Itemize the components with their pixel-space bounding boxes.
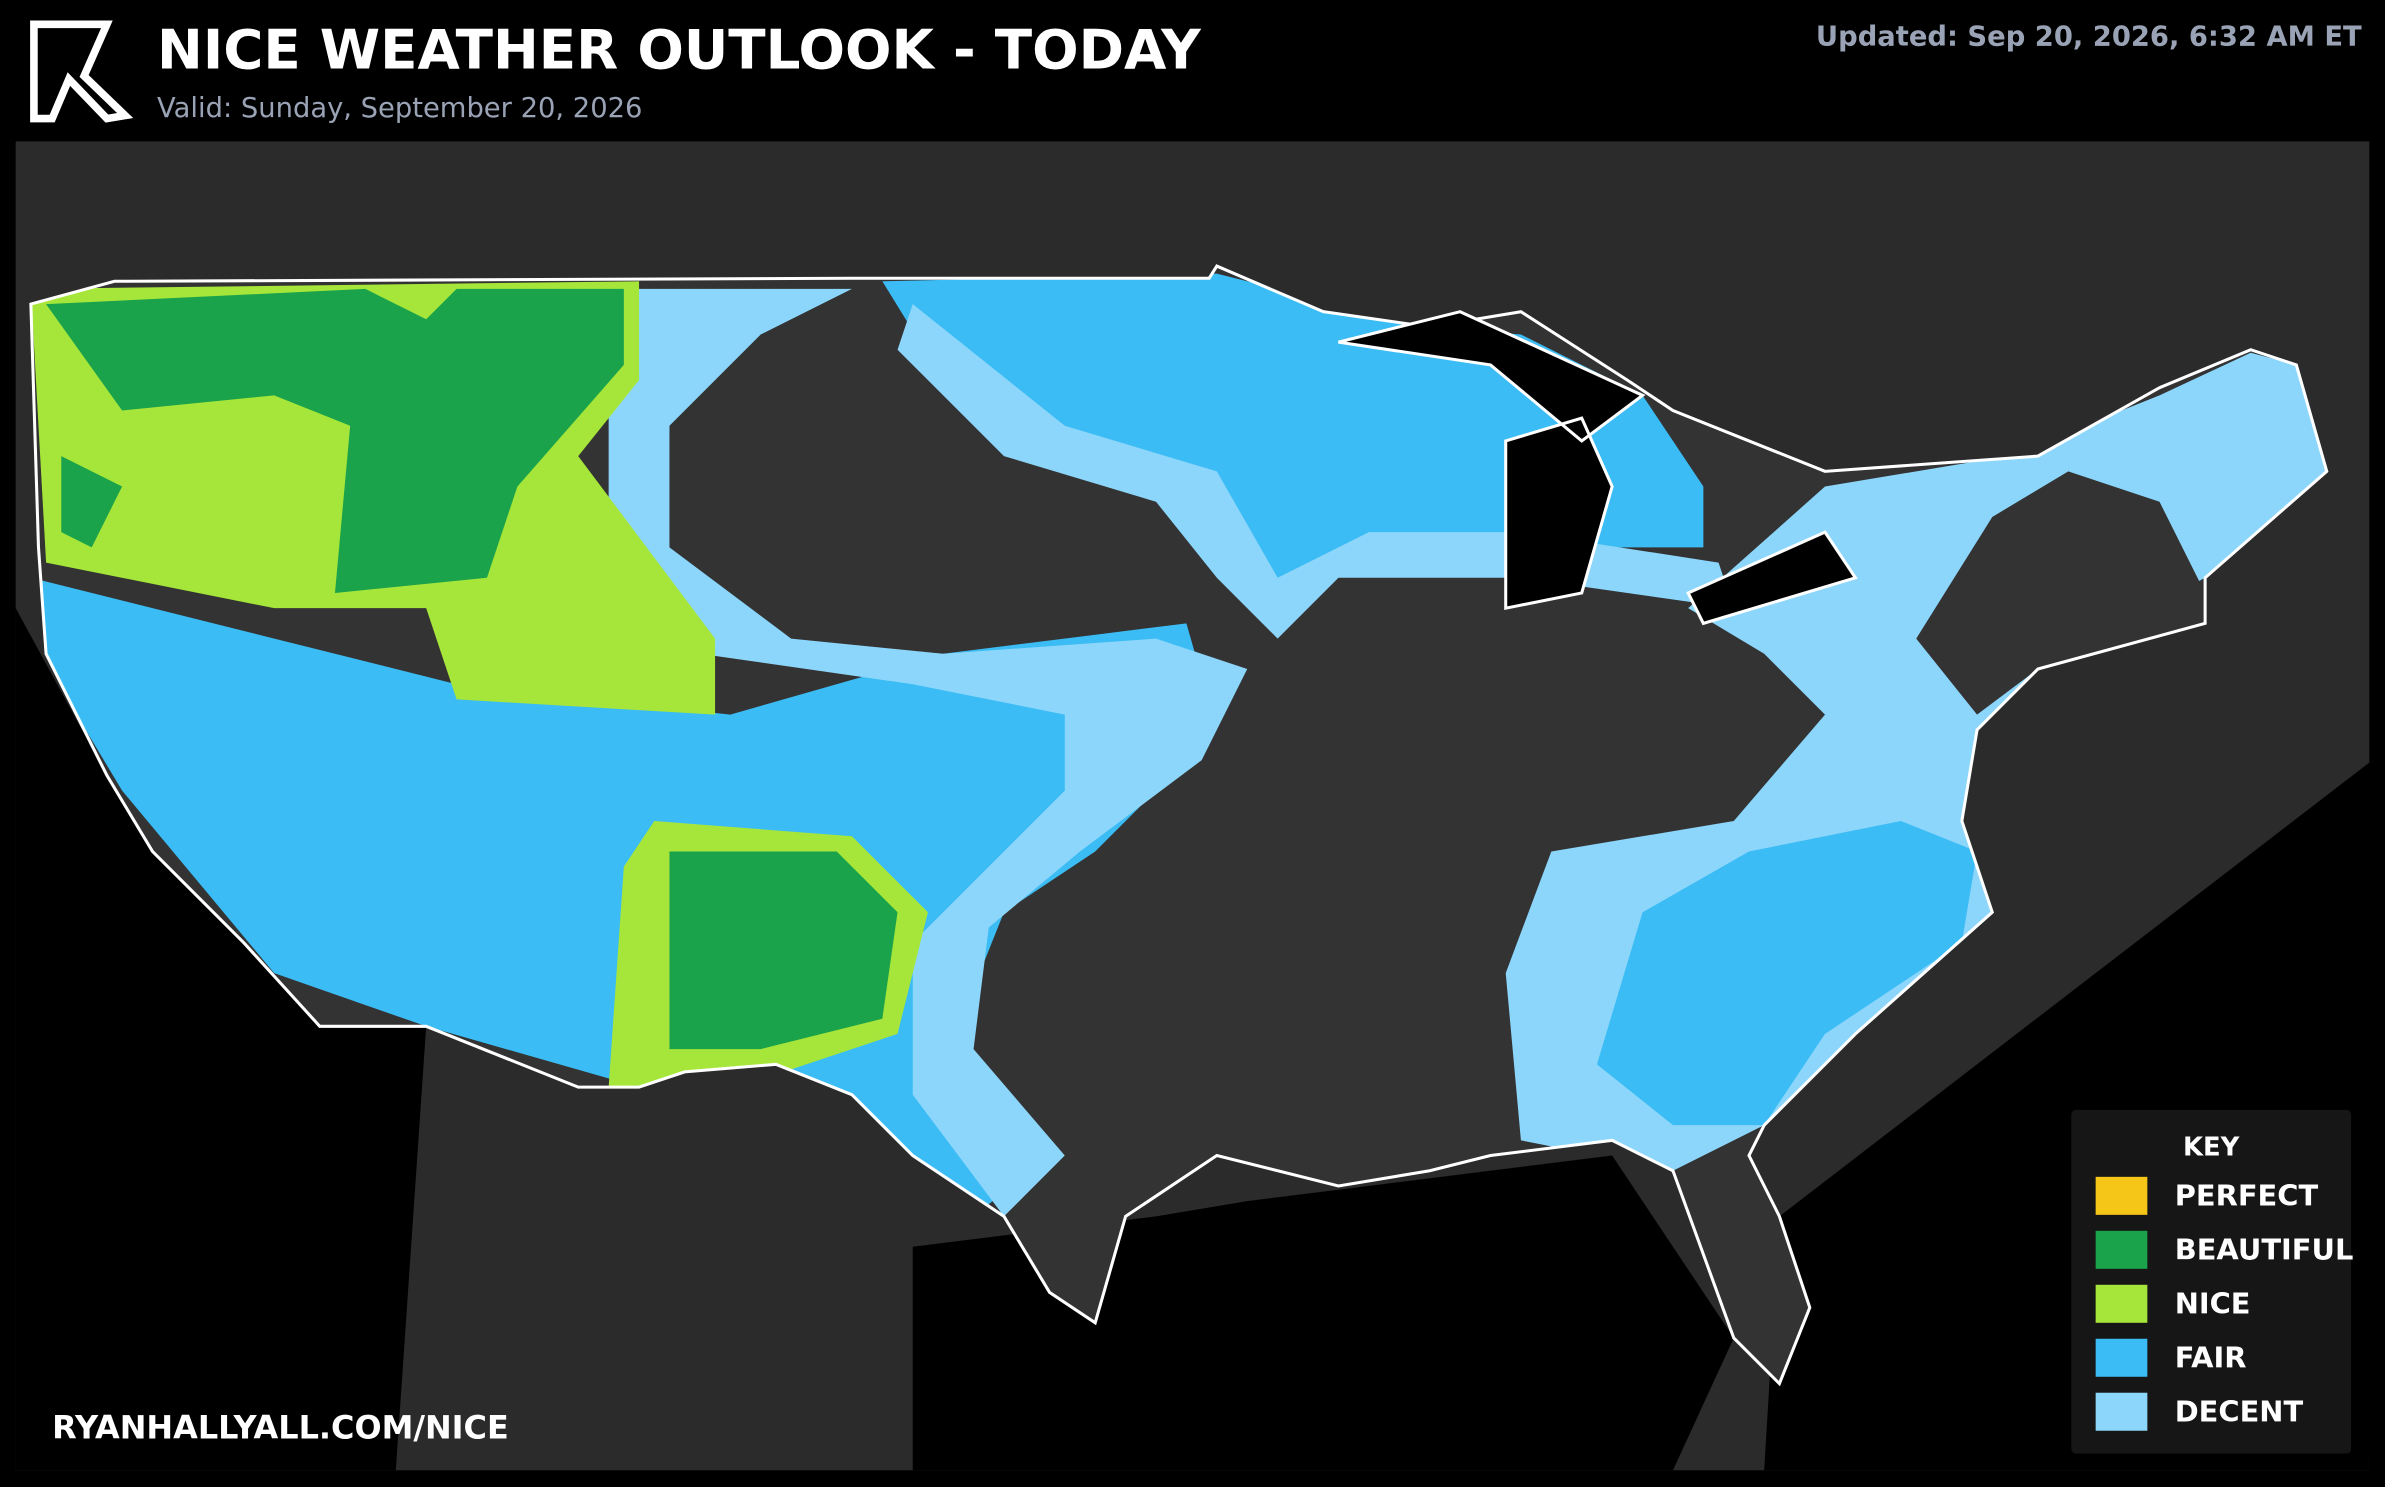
- decent-area: [608, 288, 1248, 1217]
- legend-label: NICE: [2175, 1287, 2251, 1321]
- beautiful-area: [669, 851, 898, 1050]
- legend-swatch: [2095, 1392, 2148, 1431]
- legend-label: FAIR: [2175, 1341, 2247, 1375]
- logo: [30, 20, 134, 123]
- pacific-water: [15, 608, 427, 1471]
- beautiful-area: [46, 288, 624, 593]
- legend-swatch: [2095, 1230, 2148, 1269]
- land: [1916, 471, 2206, 715]
- fair-area: [1596, 821, 1978, 1126]
- updated: Updated: Sep 20, 2026, 6:32 AM ET: [1816, 22, 2362, 53]
- legend-label: PERFECT: [2175, 1179, 2319, 1213]
- subtitle: Valid: Sunday, September 20, 2026: [157, 93, 642, 124]
- map: [15, 141, 2373, 1471]
- legend-swatch: [2095, 1338, 2148, 1377]
- legend-label: DECENT: [2175, 1395, 2304, 1429]
- title: NICE WEATHER OUTLOOK - TODAY: [157, 17, 1202, 81]
- footer-url: RYANHALLYALL.COM/NICE: [52, 1408, 509, 1446]
- great-lakes: [1338, 310, 1858, 626]
- legend-label: BEAUTIFUL: [2175, 1233, 2354, 1267]
- legend-swatch: [2095, 1284, 2148, 1323]
- legend: KEY PERFECT BEAUTIFUL NICE FAIR DECENT: [2071, 1109, 2354, 1454]
- legend-swatch: [2095, 1176, 2148, 1215]
- logo-mark: [30, 20, 134, 123]
- legend-title: KEY: [2183, 1133, 2240, 1163]
